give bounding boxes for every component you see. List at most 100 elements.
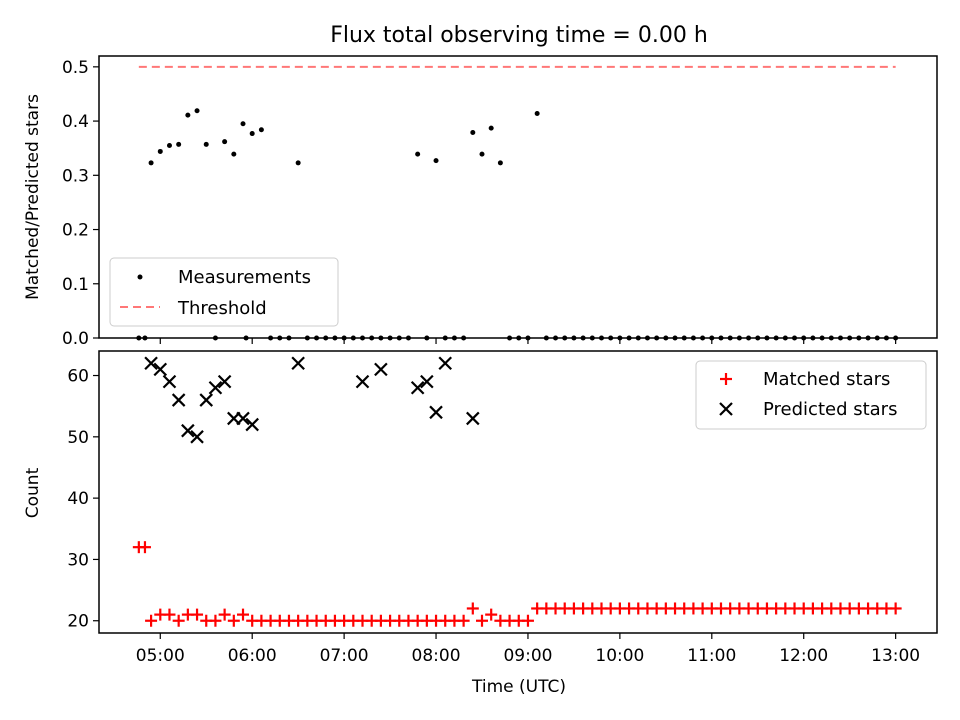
measurement-point: [451, 335, 457, 341]
predicted-stars-point: [217, 374, 232, 389]
measurement-point: [185, 112, 191, 118]
measurement-point: [433, 158, 439, 164]
measurement-point: [142, 335, 148, 341]
measurement-point: [176, 141, 182, 147]
xtick-label: 05:00: [136, 646, 185, 666]
bottom-ytick-label: 60: [67, 367, 89, 387]
bottom-plot-frame: [98, 350, 938, 634]
measurement-point: [718, 335, 724, 341]
top-ytick-label: 0.4: [62, 112, 89, 132]
measurement-point: [323, 335, 329, 341]
xtick-label: 10:00: [595, 646, 644, 666]
measurement-point: [626, 335, 632, 341]
predicted-stars-point: [438, 356, 453, 371]
measurement-point: [212, 335, 218, 341]
measurement-point: [828, 335, 834, 341]
top-legend-box: [109, 257, 339, 327]
predicted-stars-point: [410, 381, 425, 395]
x-axis-label: Time (UTC): [471, 677, 566, 697]
top-ytick-label: 0.5: [62, 58, 89, 78]
matched-stars-point: [145, 614, 158, 627]
measurement-point: [415, 151, 421, 157]
bottom-ytick-label: 50: [67, 428, 89, 448]
predicted-stars-point: [181, 423, 195, 438]
matched-stars-point: [466, 602, 479, 615]
xtick-label: 13:00: [871, 646, 920, 666]
bottom-legend: Matched stars Predicted stars: [695, 360, 927, 430]
measurement-point: [690, 335, 696, 341]
measurement-point: [304, 335, 310, 341]
measurement-point: [608, 335, 614, 341]
predicted-stars-point: [374, 362, 388, 377]
predicted-stars-point: [236, 411, 250, 426]
measurement-point: [166, 142, 172, 148]
bottom-ytick-label: 30: [67, 550, 89, 570]
predicted-stars-point: [429, 405, 443, 420]
measurement-point: [810, 335, 816, 341]
predicted-stars-point: [162, 374, 177, 389]
measurement-point: [240, 121, 246, 127]
measurement-point: [378, 335, 384, 341]
measurement-point: [249, 131, 255, 137]
measurement-point: [369, 335, 375, 341]
measurement-point: [268, 335, 274, 341]
measurement-point: [442, 335, 448, 341]
xtick-label: 09:00: [503, 646, 552, 666]
measurement-point: [387, 335, 393, 341]
measurement-point: [543, 335, 549, 341]
bottom-legend-box: [695, 360, 927, 430]
measurement-point: [865, 335, 871, 341]
measurement-point: [755, 335, 761, 341]
xtick-label: 07:00: [320, 646, 369, 666]
measurement-point: [580, 335, 586, 341]
predicted-stars-point: [355, 374, 370, 389]
legend-matched-marker: [720, 373, 732, 385]
measurement-point: [286, 335, 292, 341]
legend-predicted-marker: [719, 402, 733, 416]
measurement-point: [644, 335, 650, 341]
measurement-point: [350, 335, 356, 341]
legend-measurements-label: Measurements: [178, 267, 311, 288]
measurement-point: [222, 139, 228, 145]
measurement-point: [782, 335, 788, 341]
bottom-y-axis-label: Count: [23, 467, 43, 518]
measurement-point: [883, 335, 889, 341]
matched-stars-point: [457, 614, 470, 627]
matched-stars-point: [218, 608, 231, 621]
measurement-point: [746, 335, 752, 341]
measurement-point: [516, 335, 522, 341]
matched-stars-point: [163, 608, 176, 621]
measurement-point: [479, 151, 485, 157]
matched-stars-point: [889, 602, 902, 615]
measurement-point: [231, 151, 237, 157]
measurement-point: [562, 335, 568, 341]
measurement-point: [497, 160, 503, 166]
predicted-stars-point: [245, 417, 259, 432]
measurement-point: [681, 335, 687, 341]
measurement-point: [396, 335, 402, 341]
measurement-point: [663, 335, 669, 341]
measurement-point: [874, 335, 880, 341]
measurement-point: [258, 127, 264, 133]
measurement-point: [654, 335, 660, 341]
measurement-point: [736, 335, 742, 341]
top-y-axis-label: Matched/Predicted stars: [23, 94, 43, 300]
measurement-point: [295, 160, 301, 166]
measurement-point: [792, 335, 798, 341]
top-ytick-label: 0.1: [62, 275, 89, 295]
predicted-stars-point: [466, 411, 480, 426]
matched-stars-point: [475, 614, 488, 627]
measurement-point: [360, 335, 366, 341]
matched-stars-point: [237, 608, 250, 621]
measurement-point: [424, 335, 430, 341]
measurement-point: [314, 335, 320, 341]
matched-stars-point: [191, 608, 204, 621]
bottom-ytick-label: 40: [67, 489, 89, 509]
predicted-stars-point: [144, 356, 158, 371]
predicted-stars-point: [291, 356, 305, 371]
measurement-point: [571, 335, 577, 341]
predicted-stars-point: [208, 381, 223, 395]
measurement-point: [405, 335, 411, 341]
measurement-point: [727, 335, 733, 341]
